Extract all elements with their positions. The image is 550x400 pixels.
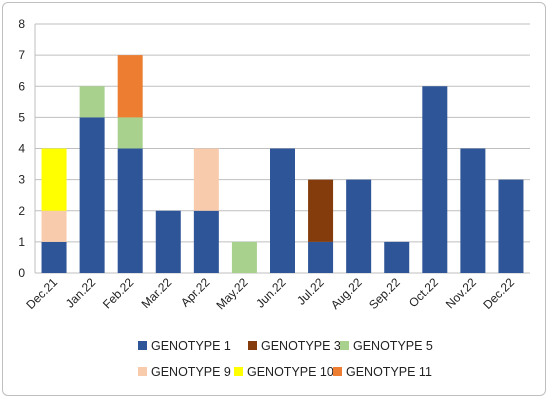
legend-item: GENOTYPE 1 xyxy=(138,339,231,353)
legend-label: GENOTYPE 1 xyxy=(151,339,231,353)
legend-label: GENOTYPE 5 xyxy=(353,339,433,353)
x-tick-label: May.22 xyxy=(213,275,250,312)
legend-label: GENOTYPE 3 xyxy=(261,339,341,353)
bar-segment xyxy=(79,86,105,118)
bar-segment xyxy=(460,148,486,273)
y-tick-label: 0 xyxy=(18,266,25,280)
bar-segment xyxy=(41,148,67,211)
bar-segment xyxy=(193,148,219,211)
bar-segment xyxy=(41,210,67,242)
bar-segment xyxy=(270,148,295,273)
bar-segment xyxy=(117,117,143,149)
bar-segment xyxy=(422,86,448,273)
y-tick-label: 3 xyxy=(18,173,25,187)
x-tick-label: Sep.22 xyxy=(366,275,403,312)
x-tick-label: Dec.22 xyxy=(480,275,517,312)
legend-label: GENOTYPE 10 xyxy=(247,365,334,379)
y-tick-label: 8 xyxy=(18,17,25,31)
legend-label: GENOTYPE 9 xyxy=(151,365,231,379)
legend-item: GENOTYPE 11 xyxy=(333,365,432,379)
y-tick-label: 6 xyxy=(18,79,25,93)
bar-segment xyxy=(41,241,67,273)
legend-item: GENOTYPE 5 xyxy=(340,339,433,353)
bar-segment xyxy=(117,148,143,273)
bars xyxy=(41,55,524,273)
bar-segment xyxy=(193,210,219,273)
legend-item: GENOTYPE 10 xyxy=(234,365,334,379)
legend-swatch xyxy=(138,341,147,350)
legend-swatch xyxy=(138,367,147,376)
legend-item: GENOTYPE 9 xyxy=(138,365,231,379)
bar-segment xyxy=(308,179,334,242)
x-tick-label: Jun.22 xyxy=(253,275,289,311)
x-tick-label: Aug.22 xyxy=(328,275,365,312)
x-tick-label: Mar.22 xyxy=(139,275,175,311)
legend: GENOTYPE 1 GENOTYPE 3 GENOTYPE 5 GENOTYPE 9… xyxy=(138,339,433,379)
bar-segment xyxy=(384,241,410,273)
bar-segment xyxy=(308,241,334,273)
x-tick-label: Jan.22 xyxy=(63,275,99,311)
y-tick-label: 5 xyxy=(18,110,25,124)
bar-segment xyxy=(346,179,372,273)
x-tick-label: Dec.21 xyxy=(23,275,60,312)
bar-segment xyxy=(79,117,105,273)
bar-segment xyxy=(155,210,181,273)
y-tick-label: 4 xyxy=(18,142,25,156)
legend-swatch xyxy=(234,367,243,376)
bar-segment xyxy=(117,55,143,118)
bar-segment xyxy=(231,241,257,273)
legend-swatch xyxy=(333,367,342,376)
y-tick-label: 2 xyxy=(18,204,25,218)
y-tick-label: 1 xyxy=(18,235,25,249)
x-tick-label: Nov.22 xyxy=(443,275,479,311)
gridlines xyxy=(34,23,530,274)
legend-swatch xyxy=(248,341,257,350)
x-tick-label: Jul.22 xyxy=(294,275,327,308)
legend-label: GENOTYPE 11 xyxy=(346,365,432,379)
y-tick-label: 7 xyxy=(18,48,25,62)
x-tick-label: Oct.22 xyxy=(406,275,441,310)
x-tick-label: Apr.22 xyxy=(178,275,213,310)
bar-segment xyxy=(498,179,524,273)
legend-swatch xyxy=(340,341,349,350)
x-tick-label: Feb.22 xyxy=(100,275,137,312)
legend-item: GENOTYPE 3 xyxy=(248,339,341,353)
